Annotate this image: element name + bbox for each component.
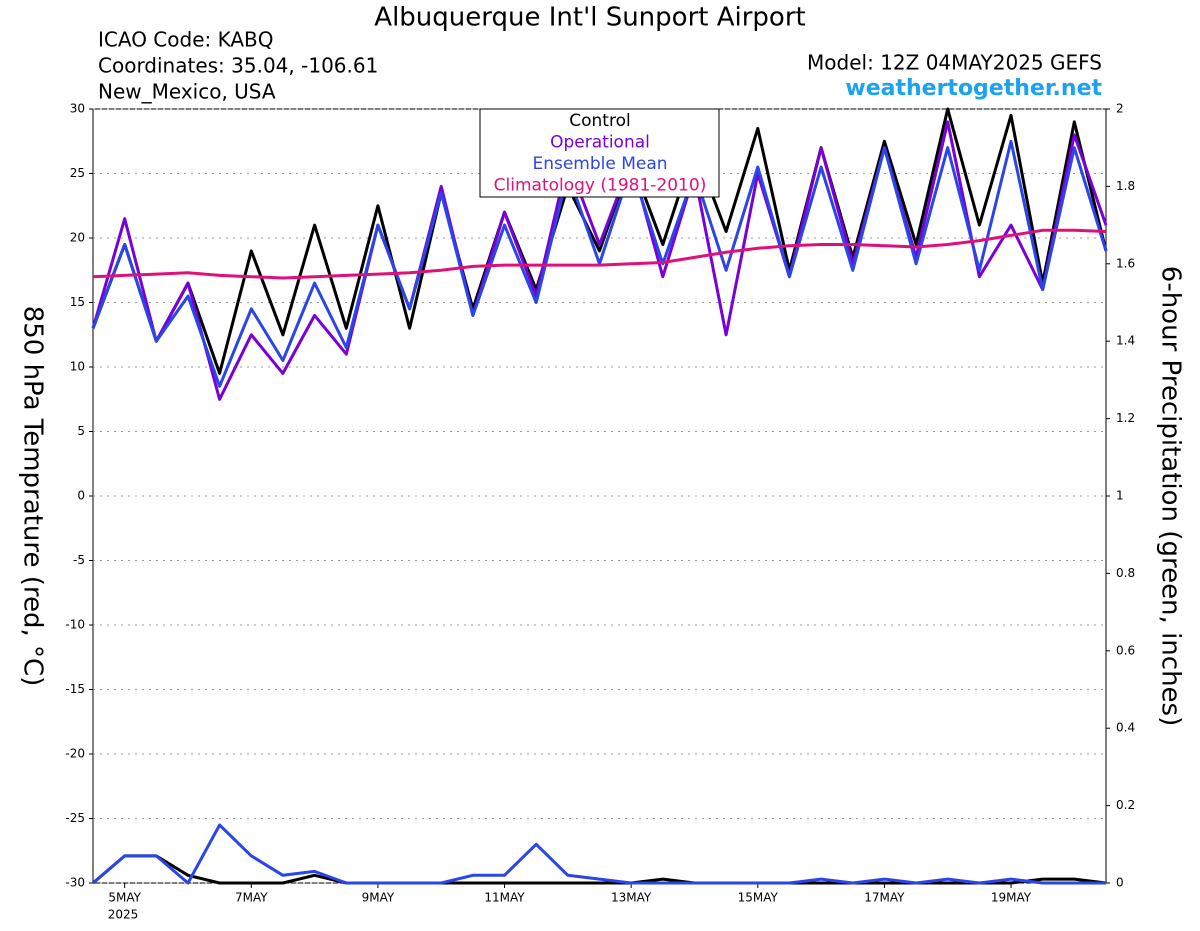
y2-tick-label: 0.4 bbox=[1116, 721, 1135, 735]
series-line bbox=[92, 823, 1106, 885]
chart-title: Albuquerque Int'l Sunport Airport bbox=[374, 3, 805, 33]
y-axis-label: 850 hPa Temprature (red, °C) bbox=[18, 306, 48, 687]
y-tick-label: -20 bbox=[65, 747, 85, 761]
x-tick-label: 13MAY bbox=[611, 891, 652, 905]
y2-tick-label: 0.2 bbox=[1116, 798, 1135, 812]
y2-tick-label: 1.4 bbox=[1116, 334, 1135, 348]
y-tick-label: 5 bbox=[77, 424, 85, 438]
model-label: Model: 12Z 04MAY2025 GEFS bbox=[807, 51, 1102, 75]
legend-entry: Ensemble Mean bbox=[532, 154, 667, 174]
x-tick-label: 9MAY bbox=[362, 891, 395, 905]
y2-tick-label: 0.8 bbox=[1116, 566, 1135, 580]
y-tick-label: 10 bbox=[70, 360, 85, 374]
info-line: ICAO Code: KABQ bbox=[98, 28, 274, 52]
y-tick-label: 25 bbox=[70, 166, 85, 180]
x-tick-label: 15MAY bbox=[738, 891, 779, 905]
series-line bbox=[92, 854, 1107, 885]
info-line: Coordinates: 35.04, -106.61 bbox=[98, 54, 378, 78]
y-tick-label: 30 bbox=[70, 102, 85, 116]
site-label: weathertogether.net bbox=[845, 76, 1102, 101]
y2-axis-label: 6-hour Precipitation (green, inches) bbox=[1156, 266, 1186, 726]
y2-tick-label: 1.6 bbox=[1116, 256, 1135, 270]
y-tick-label: 0 bbox=[77, 489, 85, 503]
legend-entry: Operational bbox=[550, 133, 650, 153]
series-line bbox=[92, 228, 1107, 280]
x-tick-label: 19MAY bbox=[991, 891, 1032, 905]
y2-tick-label: 1.2 bbox=[1116, 411, 1135, 425]
legend-box bbox=[479, 108, 720, 198]
y-tick-label: 20 bbox=[70, 231, 85, 245]
y-tick-label: -15 bbox=[65, 682, 85, 696]
y-tick-label: -5 bbox=[73, 553, 85, 567]
y2-tick-label: 1 bbox=[1116, 489, 1124, 503]
y2-tick-label: 2 bbox=[1116, 102, 1124, 116]
y-tick-label: -30 bbox=[65, 876, 85, 890]
x-tick-label: 5MAY bbox=[108, 891, 141, 905]
y2-tick-label: 1.8 bbox=[1116, 179, 1135, 193]
x-tick-label: 11MAY bbox=[484, 891, 525, 905]
y2-tick-label: 0 bbox=[1116, 876, 1124, 890]
year-label: 2025 bbox=[108, 908, 139, 922]
series-line bbox=[91, 120, 1108, 401]
y-tick-label: -25 bbox=[65, 811, 85, 825]
y-tick-label: 15 bbox=[70, 295, 85, 309]
info-line: New_Mexico, USA bbox=[98, 80, 276, 104]
x-tick-label: 7MAY bbox=[235, 891, 268, 905]
legend-entry: Climatology (1981-2010) bbox=[494, 176, 707, 196]
y-tick-label: -10 bbox=[65, 618, 85, 632]
x-tick-label: 17MAY bbox=[864, 891, 905, 905]
y2-tick-label: 0.6 bbox=[1116, 643, 1135, 657]
legend-entry: Control bbox=[569, 111, 630, 131]
series-line bbox=[91, 107, 1108, 375]
